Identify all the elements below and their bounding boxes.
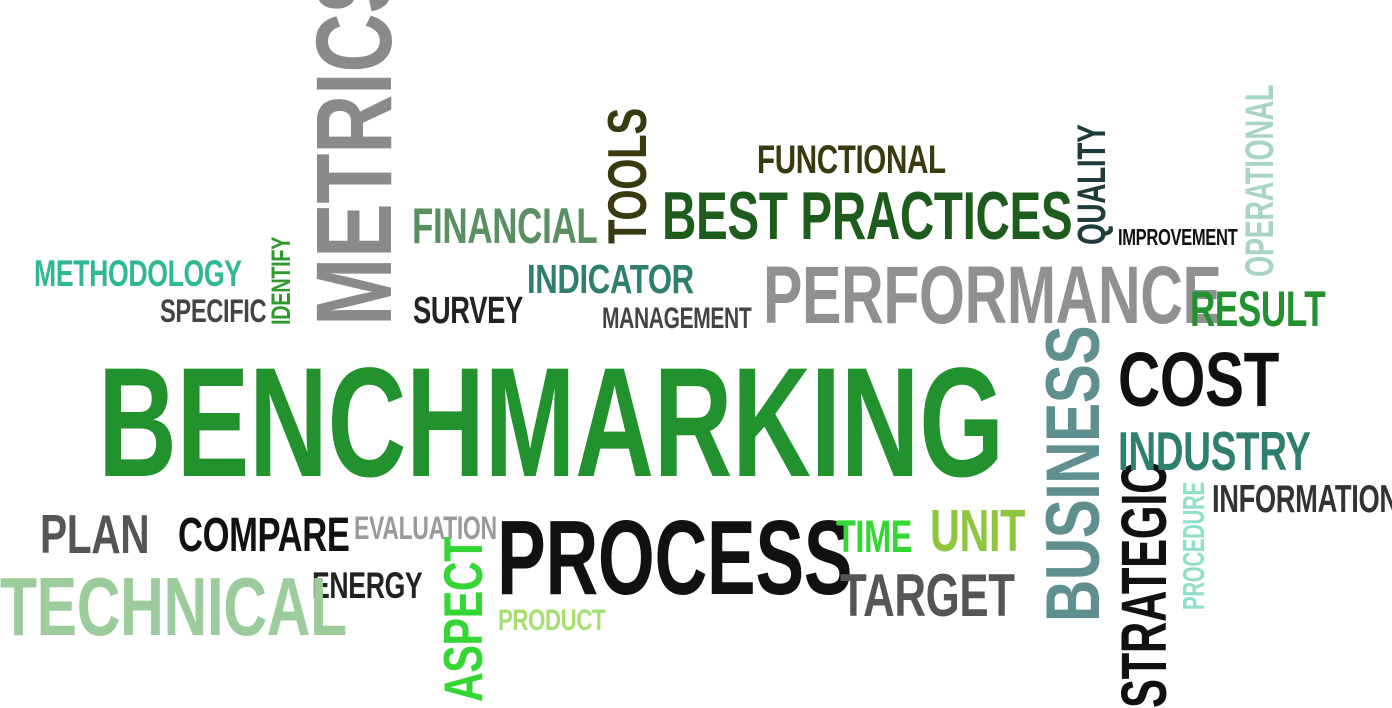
word-industry: INDUSTRY bbox=[1118, 420, 1311, 482]
word-unit: UNIT bbox=[930, 498, 1025, 564]
word-metrics: METRICS bbox=[293, 0, 414, 327]
word-identify: IDENTIFY bbox=[266, 236, 296, 325]
word-energy: ENERGY bbox=[312, 565, 423, 606]
word-improvement: IMPROVEMENT bbox=[1118, 224, 1238, 250]
word-operational: OPERATIONAL bbox=[1238, 84, 1282, 277]
word-specific: SPECIFIC bbox=[160, 293, 267, 329]
word-financial: FINANCIAL bbox=[412, 198, 598, 254]
word-target: TARGET bbox=[840, 562, 1015, 629]
word-compare: COMPARE bbox=[178, 509, 350, 562]
word-indicator: INDICATOR bbox=[527, 256, 694, 302]
word-aspect: ASPECT bbox=[432, 536, 494, 702]
word-benchmarking: BENCHMARKING bbox=[98, 336, 1004, 510]
word-best-practices: BEST PRACTICES bbox=[662, 178, 1073, 254]
word-product: PRODUCT bbox=[498, 604, 606, 637]
word-result: RESULT bbox=[1190, 281, 1326, 337]
word-business: BUSINESS bbox=[1031, 325, 1116, 622]
word-quality: QUALITY bbox=[1070, 124, 1114, 245]
word-procedure: PROCEDURE bbox=[1176, 482, 1211, 610]
word-functional: FUNCTIONAL bbox=[757, 138, 946, 182]
word-survey: SURVEY bbox=[413, 290, 523, 332]
word-technical: TECHNICAL bbox=[0, 560, 347, 653]
word-evaluation: EVALUATION bbox=[354, 510, 497, 546]
word-tools: TOOLS bbox=[596, 108, 658, 244]
word-time: TIME bbox=[836, 511, 912, 562]
word-strategic: STRATEGIC bbox=[1108, 462, 1180, 708]
word-process: PROCESS bbox=[497, 499, 853, 617]
word-methodology: METHODOLOGY bbox=[34, 253, 242, 294]
word-plan: PLAN bbox=[40, 503, 150, 565]
word-performance: PERFORMANCE bbox=[763, 250, 1222, 341]
word-information: INFORMATION bbox=[1212, 478, 1392, 521]
word-management: MANAGEMENT bbox=[602, 302, 752, 335]
word-cost: COST bbox=[1118, 337, 1280, 423]
